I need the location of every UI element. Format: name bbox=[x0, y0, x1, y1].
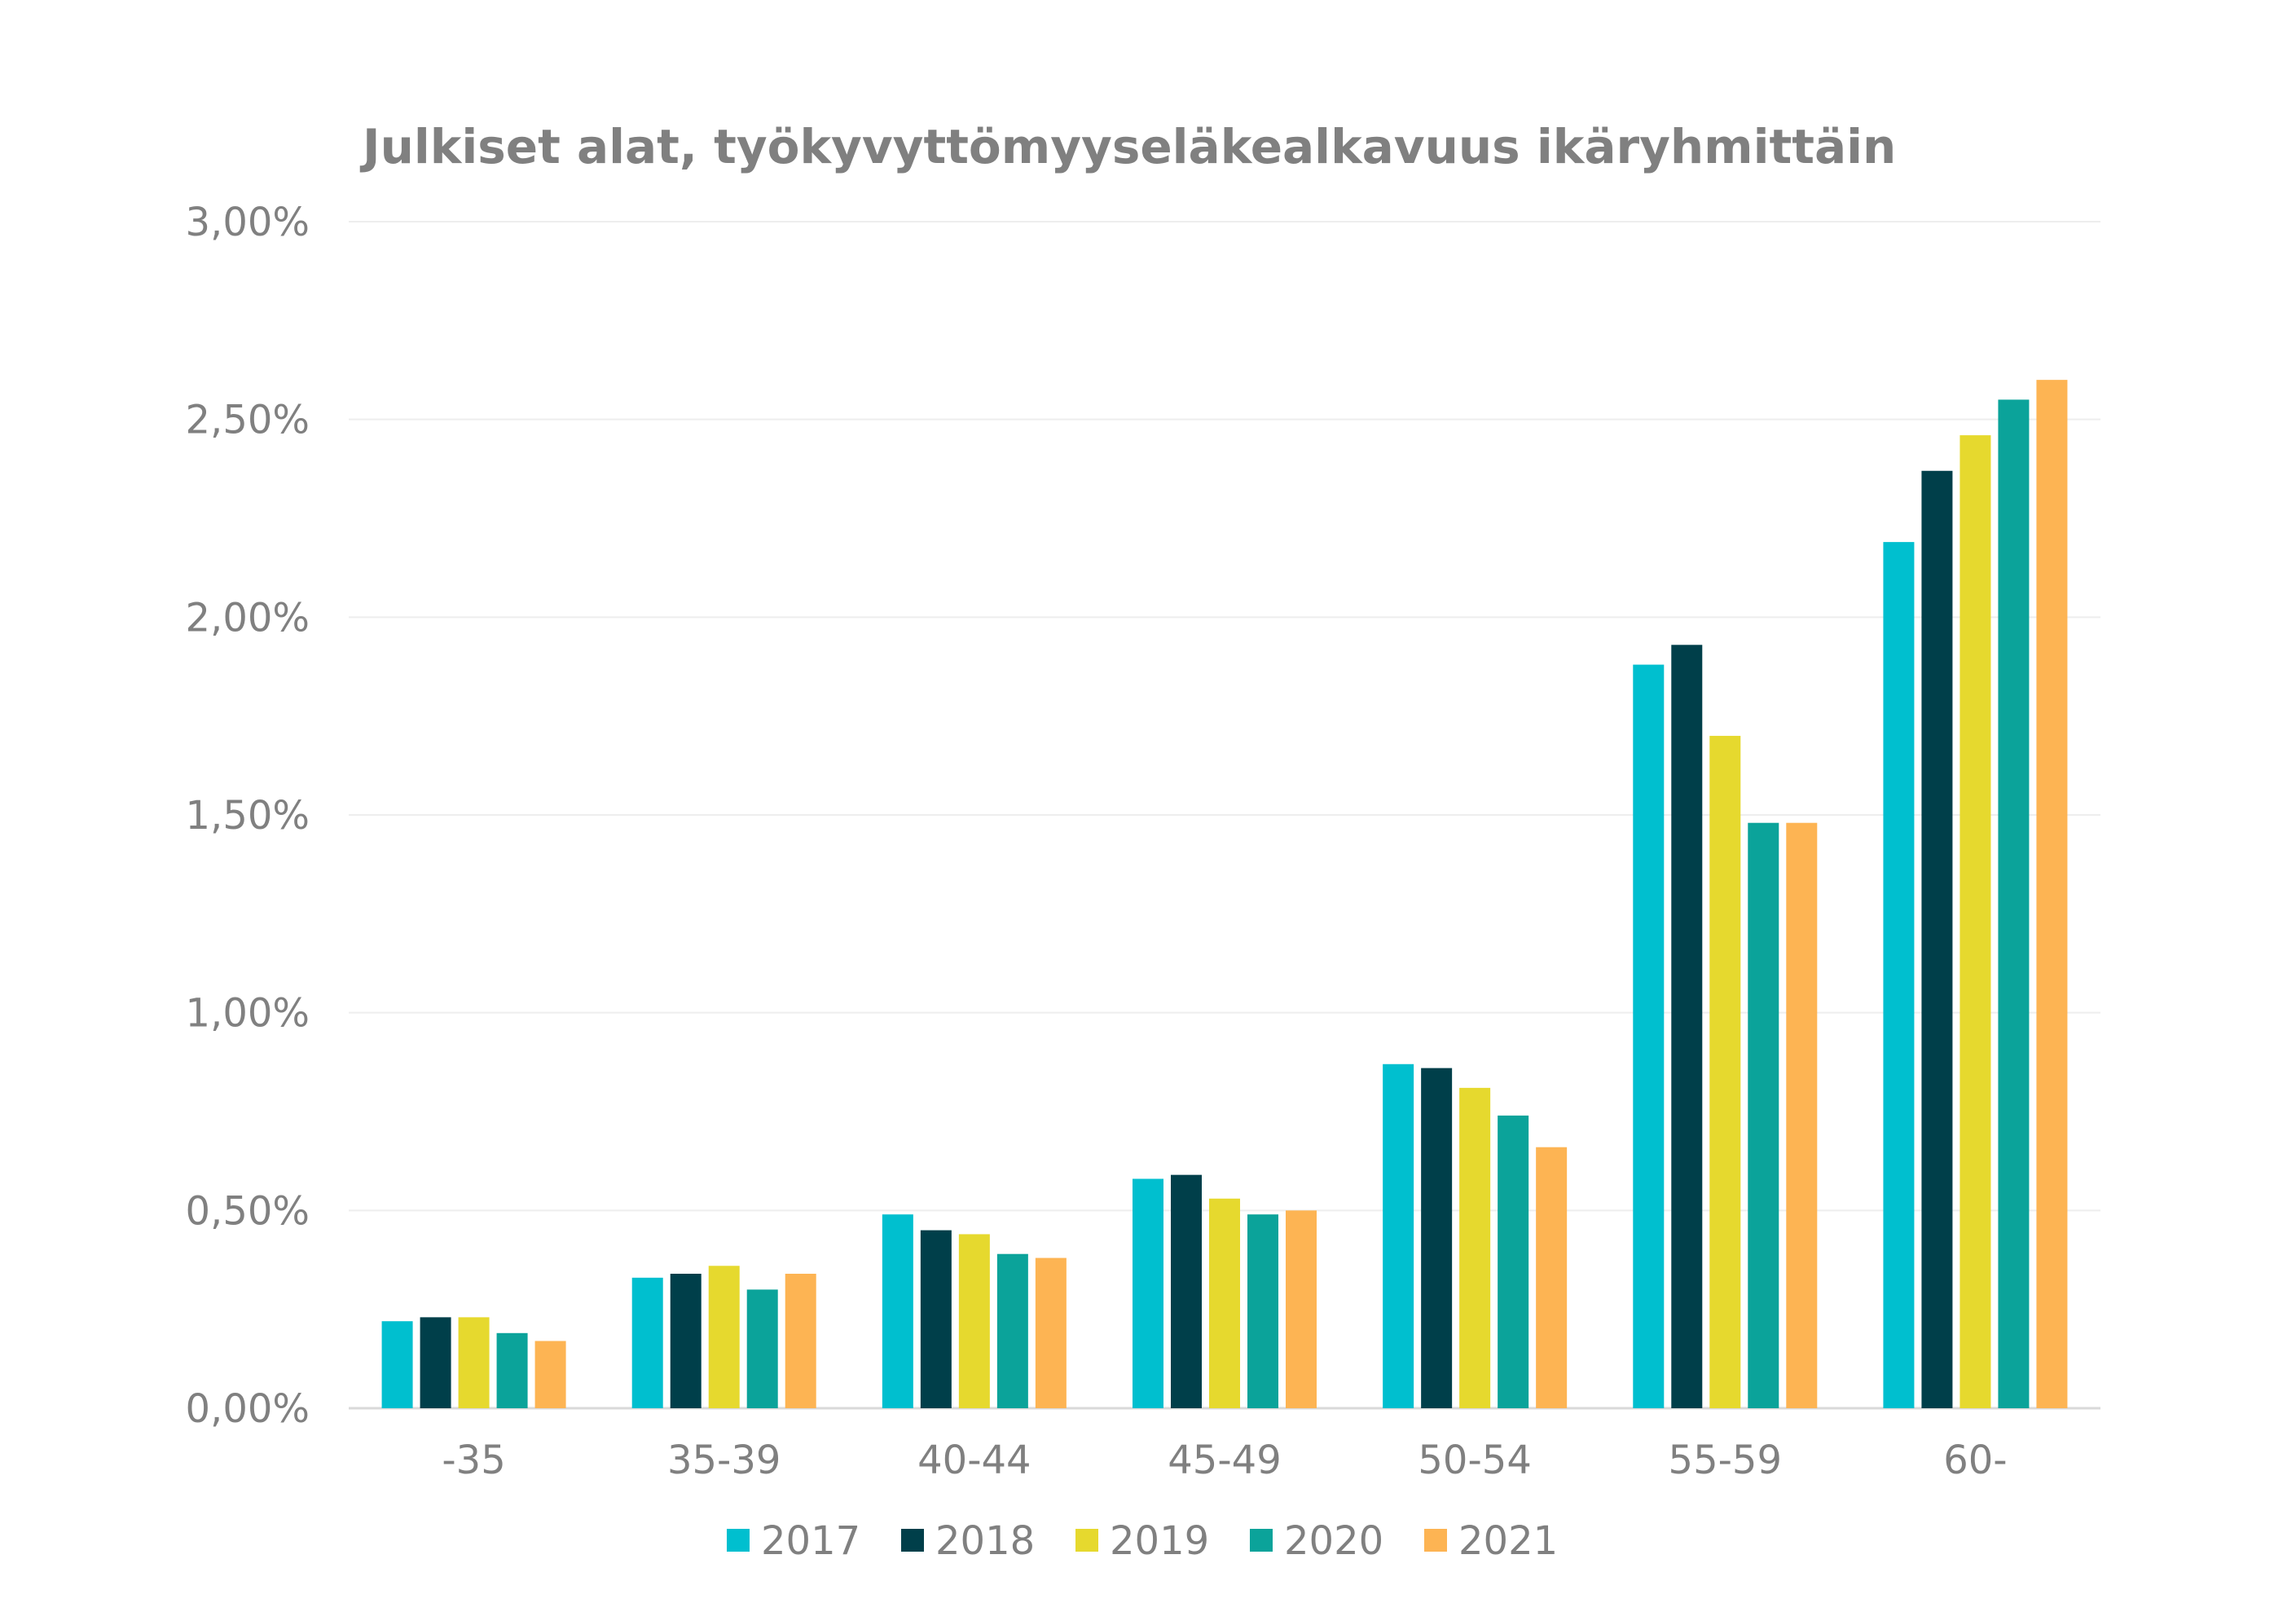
bar-2021-35-39 bbox=[785, 1273, 816, 1408]
bar-2017-50-54 bbox=[1383, 1064, 1414, 1408]
bar-2019-45-49 bbox=[1209, 1198, 1240, 1408]
x-tick-label: 60- bbox=[1943, 1438, 2007, 1483]
bar-2021-60- bbox=[2036, 380, 2068, 1409]
y-tick-label: 1,00% bbox=[186, 991, 310, 1037]
legend-swatch-2017 bbox=[727, 1529, 750, 1552]
chart-title: Julkiset alat, työkyvyttömyyseläkealkavu… bbox=[359, 119, 1896, 174]
bar-2021-50-54 bbox=[1536, 1147, 1568, 1408]
bar-2017-45-49 bbox=[1133, 1178, 1163, 1408]
y-tick-label: 0,00% bbox=[186, 1386, 310, 1432]
bar-2018-60- bbox=[1921, 470, 1953, 1408]
bar-2018-50-54 bbox=[1421, 1068, 1453, 1408]
bar-2020--35 bbox=[496, 1332, 528, 1408]
x-tick-label: 50-54 bbox=[1418, 1438, 1531, 1483]
bar-2017-40-44 bbox=[882, 1214, 913, 1408]
x-tick-label: -35 bbox=[442, 1438, 505, 1483]
bar-2017--35 bbox=[381, 1321, 413, 1408]
bar-2017-60- bbox=[1883, 542, 1915, 1408]
bar-2020-60- bbox=[1998, 399, 2030, 1408]
bar-2019-55-59 bbox=[1709, 735, 1741, 1408]
x-axis-ticks: -35 35-39 40-44 45-49 50-54 55-59 60- bbox=[442, 1438, 2007, 1483]
bar-2019--35 bbox=[458, 1317, 490, 1408]
bar-2021-45-49 bbox=[1286, 1210, 1317, 1408]
bar-2017-55-59 bbox=[1633, 664, 1665, 1408]
bar-2019-50-54 bbox=[1459, 1087, 1491, 1408]
y-tick-label: 3,00% bbox=[186, 200, 310, 245]
bar-2018--35 bbox=[420, 1317, 451, 1408]
y-tick-label: 1,50% bbox=[186, 793, 310, 839]
bar-2018-35-39 bbox=[670, 1273, 702, 1408]
legend-label-2020: 2020 bbox=[1284, 1518, 1383, 1564]
bar-2021-40-44 bbox=[1035, 1257, 1067, 1408]
bar-2021-55-59 bbox=[1786, 822, 1818, 1408]
bar-2019-35-39 bbox=[708, 1266, 740, 1408]
x-tick-label: 35-39 bbox=[667, 1438, 781, 1483]
y-tick-label: 2,50% bbox=[186, 398, 310, 443]
bar-2019-60- bbox=[1960, 435, 1991, 1408]
legend-label-2017: 2017 bbox=[761, 1518, 860, 1564]
legend-swatch-2021 bbox=[1424, 1529, 1447, 1552]
bar-2018-45-49 bbox=[1171, 1174, 1202, 1408]
bar-2018-55-59 bbox=[1671, 645, 1703, 1408]
legend-label-2018: 2018 bbox=[935, 1518, 1035, 1564]
bar-2020-40-44 bbox=[996, 1253, 1028, 1408]
bar-2021--35 bbox=[534, 1341, 566, 1408]
x-tick-label: 45-49 bbox=[1168, 1438, 1281, 1483]
legend-swatch-2018 bbox=[901, 1529, 924, 1552]
bar-2020-45-49 bbox=[1247, 1214, 1278, 1408]
legend-swatch-2020 bbox=[1250, 1529, 1273, 1552]
y-tick-label: 0,50% bbox=[186, 1188, 310, 1234]
legend-swatch-2019 bbox=[1075, 1529, 1098, 1552]
y-tick-label: 2,00% bbox=[186, 595, 310, 641]
bar-2018-40-44 bbox=[920, 1230, 952, 1408]
bar-2017-35-39 bbox=[631, 1277, 663, 1408]
bar-2020-35-39 bbox=[746, 1289, 778, 1408]
bars bbox=[381, 380, 2068, 1409]
legend-label-2021: 2021 bbox=[1458, 1518, 1558, 1564]
y-axis-ticks: 0,00% 0,50% 1,00% 1,50% 2,00% 2,50% 3,00% bbox=[186, 200, 310, 1432]
bar-2019-40-44 bbox=[958, 1234, 990, 1408]
bar-2020-50-54 bbox=[1498, 1115, 1529, 1408]
bar-2020-55-59 bbox=[1748, 822, 1779, 1408]
legend: 2017 2018 2019 2020 2021 bbox=[727, 1518, 1558, 1564]
x-tick-label: 55-59 bbox=[1669, 1438, 1782, 1483]
x-tick-label: 40-44 bbox=[917, 1438, 1031, 1483]
legend-label-2019: 2019 bbox=[1110, 1518, 1209, 1564]
